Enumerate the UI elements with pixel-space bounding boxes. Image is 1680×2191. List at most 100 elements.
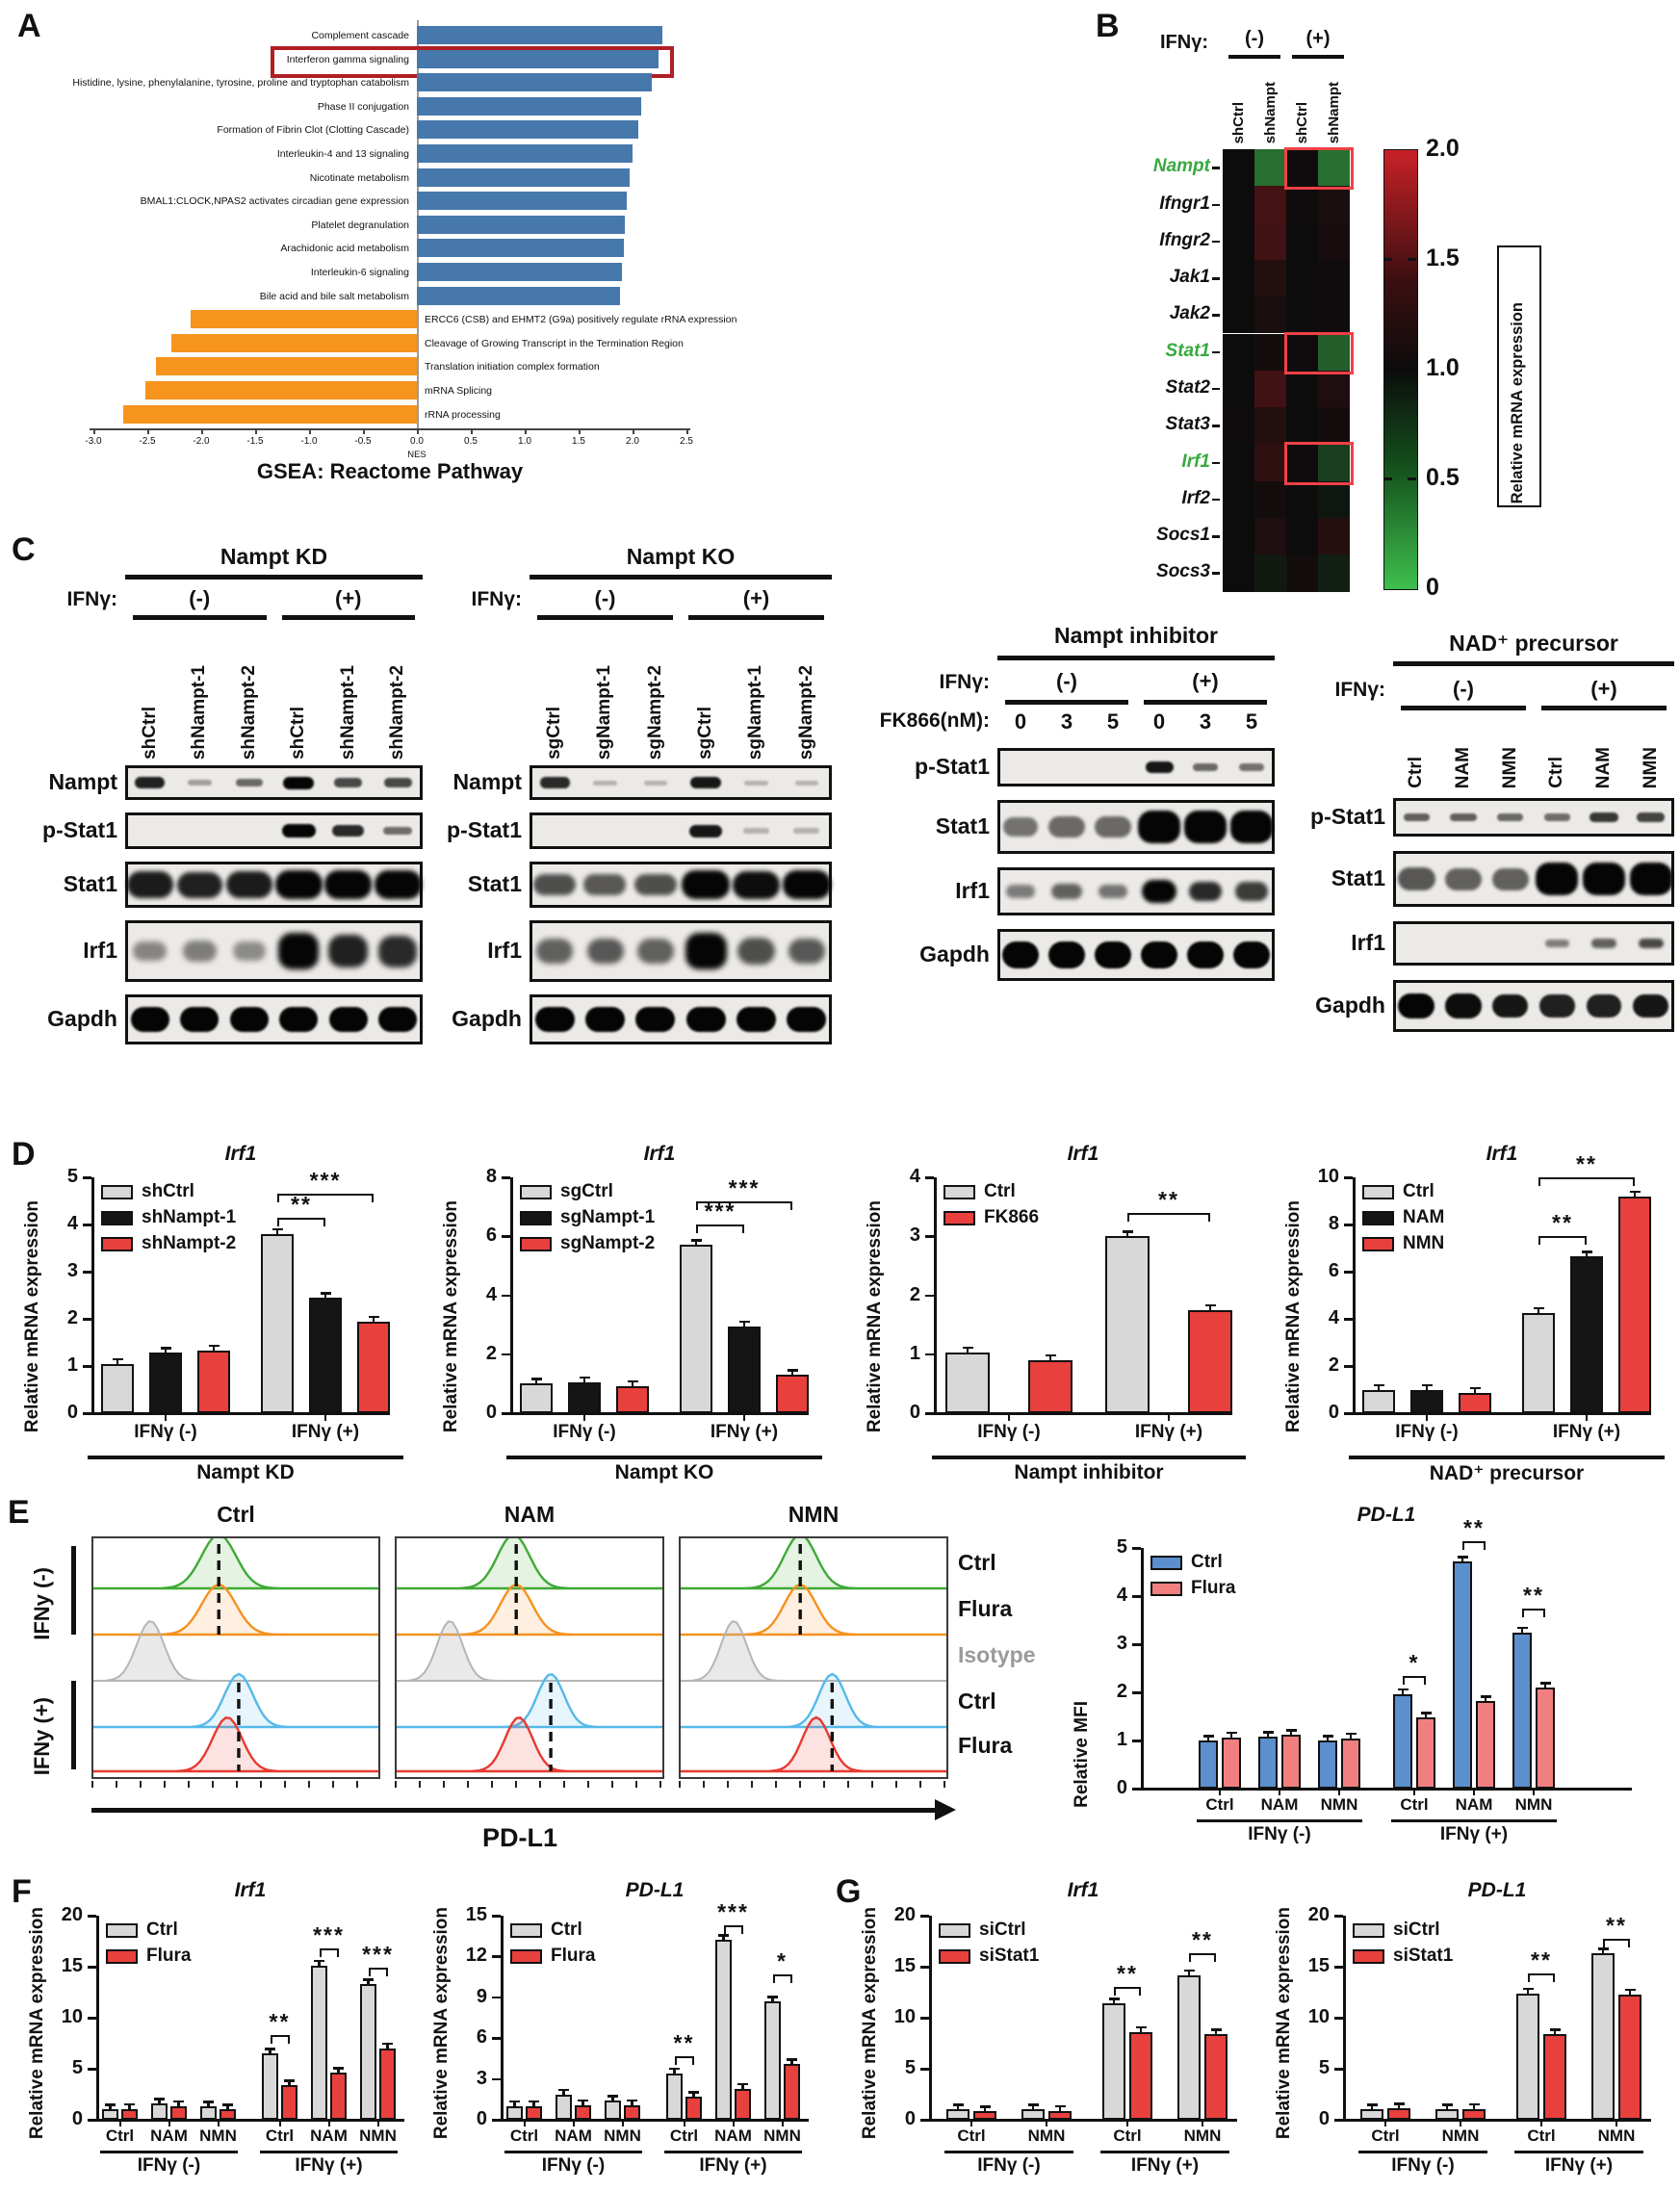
blot-band [229, 1007, 269, 1032]
chart-y-tick [1334, 2119, 1343, 2122]
bar-error-cap [1366, 2103, 1378, 2106]
bar-error [158, 2098, 161, 2103]
legend-label: siStat1 [979, 1946, 1040, 1966]
cluster-underline [664, 2151, 802, 2153]
colorbar-legend-box [1497, 245, 1541, 507]
chart-y-tick [88, 2119, 96, 2122]
bar-error-cap [265, 2048, 275, 2050]
blot-band [593, 780, 617, 786]
heatmap-row-tick [1212, 425, 1220, 427]
heatmap-cell [1223, 444, 1254, 481]
chart-y-tick [88, 2068, 96, 2071]
cluster-label: IFNγ (+) [1552, 1422, 1621, 1442]
bar [506, 2105, 523, 2120]
bar-error [956, 2103, 960, 2110]
bar-error [1031, 2103, 1035, 2110]
blot-band [378, 1007, 418, 1032]
sig-bracket [723, 1924, 743, 1934]
bar-error-cap [669, 2067, 680, 2071]
panel-a-letter: A [17, 8, 41, 44]
blot-band [1445, 993, 1482, 1018]
gsea-bar [417, 263, 622, 281]
chart-x-axis [1343, 2119, 1651, 2122]
bottom-label: Nampt inhibitor [1014, 1461, 1164, 1483]
bar-error-cap [1420, 1712, 1432, 1714]
bar-error-cap [1629, 1190, 1641, 1194]
blot-row-label: Gapdh [1315, 992, 1385, 1018]
gsea-bar [417, 192, 628, 211]
blot-band [1591, 939, 1616, 948]
bar-error-cap [1549, 2028, 1561, 2031]
chart: Irf1 Relative mRNA expression 0 1 2 3 4 5 shCtrl… [19, 1141, 433, 1499]
bar [1028, 1359, 1073, 1413]
cluster-label: IFNγ (+) [1134, 1422, 1203, 1442]
bar [200, 2106, 217, 2120]
bar-error-cap [530, 1378, 542, 1380]
bar-error-cap [1441, 2103, 1453, 2106]
sig-bracket [368, 1968, 388, 1977]
chart-y-tick [1132, 1643, 1141, 1646]
chart-y-tick-label: 1 [909, 1342, 920, 1364]
blot-membrane [530, 862, 832, 908]
bar-error-cap [962, 1346, 973, 1350]
blot-dose-value: 0 [1014, 709, 1027, 734]
bar-error [1139, 2025, 1143, 2032]
blot-band [737, 937, 775, 965]
heatmap-cell [1254, 222, 1286, 260]
bar-error-cap [1480, 1695, 1491, 1698]
bar-error-cap [1373, 1383, 1384, 1386]
x-item-tick [1460, 2120, 1461, 2127]
bar [379, 2048, 396, 2120]
chart-title: Irf1 [1067, 1143, 1099, 1165]
chart-y-tick-label: 1 [1116, 1729, 1127, 1750]
blot-membrane [1393, 921, 1674, 966]
flow-curve-flura [93, 1583, 378, 1637]
gsea-x-tick-label: 1.0 [518, 436, 531, 448]
bar-error-cap [1581, 1250, 1592, 1253]
blot-row-label: p-Stat1 [915, 754, 990, 779]
bar [728, 1326, 761, 1413]
heatmap-cell [1223, 407, 1254, 445]
heatmap-highlight-box [1284, 331, 1354, 374]
x-item-tick [732, 2120, 735, 2127]
blot-band [637, 939, 674, 964]
blot-band [1543, 813, 1570, 821]
bar-error [1601, 1947, 1605, 1954]
gsea-bar [156, 357, 417, 376]
gsea-x-tick [525, 428, 527, 435]
blot-band [1193, 762, 1218, 772]
heatmap-cell [1318, 186, 1350, 223]
chart-y-tick-label: 0 [66, 1402, 78, 1423]
bar-error [207, 2101, 210, 2107]
bar-error-cap [271, 1227, 283, 1231]
chart-y-tick [83, 1412, 91, 1415]
gsea-bar [417, 239, 624, 258]
bar-error-cap [1624, 1988, 1636, 1992]
flow-curve-flura [681, 1715, 946, 1773]
sig-bracket [1538, 1177, 1635, 1186]
blot-band [586, 938, 624, 965]
x-item-tick [217, 2120, 220, 2127]
chart-y-tick [83, 1271, 91, 1274]
bar [1318, 1740, 1337, 1789]
bar [1462, 2108, 1486, 2120]
blot-ifn-label: IFNγ: [1334, 679, 1386, 701]
x-item-label: NAM [1260, 1795, 1299, 1814]
blot-ifn-label: IFNγ: [939, 671, 991, 693]
flow-curve-ctrl [397, 1673, 662, 1729]
bar [1512, 1632, 1532, 1789]
legend-label: Flura [551, 1946, 596, 1966]
bar-error [1397, 2102, 1401, 2109]
flow-curve-flura [397, 1583, 662, 1637]
chart-y-tick-label: 4 [66, 1213, 78, 1234]
bar [1618, 1196, 1651, 1413]
blot-band [583, 874, 627, 895]
x-item-tick [1540, 2120, 1542, 2127]
x-item-label: NMN [1183, 2127, 1222, 2145]
blot-group: Nampt inhibitor IFNγ: (-) (+) FK866(nM): 0 3 5 0… [845, 611, 1280, 1131]
blot-title-underline [125, 575, 423, 580]
sig-label: ** [1158, 1186, 1179, 1212]
bar [281, 2085, 297, 2120]
heatmap-cell [1254, 480, 1286, 518]
gsea-x-tick [471, 428, 473, 435]
